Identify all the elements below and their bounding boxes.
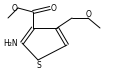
Text: O: O [86, 9, 92, 18]
Text: O: O [12, 3, 18, 13]
Text: O: O [51, 3, 57, 13]
Text: S: S [37, 61, 41, 69]
Text: H₂N: H₂N [4, 38, 18, 48]
